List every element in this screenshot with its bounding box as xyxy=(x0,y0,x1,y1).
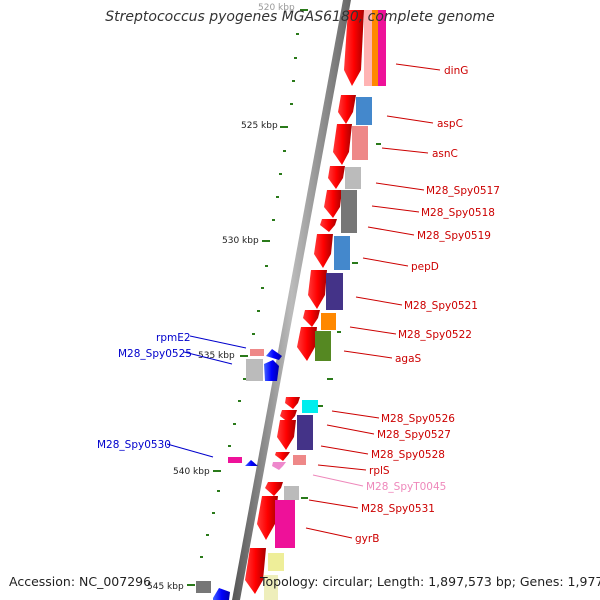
scale-label: 535 kbp xyxy=(198,351,235,361)
gene-M28_Spy0530-arrow[interactable] xyxy=(245,460,258,466)
gene-M28_Spy0518-arrow[interactable] xyxy=(324,190,342,218)
gene-label-M28_Spy0528[interactable]: M28_Spy0528 xyxy=(371,449,445,461)
gene-bottom-left-box[interactable] xyxy=(196,581,211,593)
genome-backbone xyxy=(232,0,351,600)
gene-label-M28_Spy0518[interactable]: M28_Spy0518 xyxy=(421,207,495,219)
gene-label-M28_SpyT0045[interactable]: M28_SpyT0045 xyxy=(366,481,446,493)
scale-label: 545 kbp xyxy=(147,582,184,592)
gene-label-asnC[interactable]: asnC xyxy=(432,148,458,160)
genome-title: Streptococcus pyogenes MGAS6180, complet… xyxy=(105,9,495,25)
scale-label: 520 kbp xyxy=(258,3,295,13)
gene-bottom-left-arrow[interactable] xyxy=(213,588,230,600)
gene-label-aspC[interactable]: aspC xyxy=(437,118,463,130)
gene-M28_Spy0521-arrow[interactable] xyxy=(308,270,327,309)
gene-labels-left: rpmE2 M28_Spy0525 M28_Spy0530 xyxy=(97,332,192,451)
gene-asnC-arrow[interactable] xyxy=(333,124,352,165)
scale-label: 540 kbp xyxy=(173,467,210,477)
outer-dotted-track xyxy=(200,33,299,558)
forward-strand-genes xyxy=(245,10,364,594)
gene-M28_Spy0528-arrow[interactable] xyxy=(277,420,296,450)
gene-rplS-arrow[interactable] xyxy=(275,452,290,461)
gene-pepD-arrow[interactable] xyxy=(314,234,333,268)
reverse-strand-genes xyxy=(196,349,282,600)
inner-tick-track xyxy=(301,143,381,499)
scale-label: 530 kbp xyxy=(222,236,259,246)
gene-label-M28_Spy0522[interactable]: M28_Spy0522 xyxy=(398,329,472,341)
gene-label-rplS[interactable]: rplS xyxy=(369,465,390,477)
gene-rpmE2-arrow[interactable] xyxy=(266,349,282,360)
gene-rpmE2-box[interactable] xyxy=(250,349,264,356)
gene-label-agaS[interactable]: agaS xyxy=(395,353,422,365)
scale-label: 525 kbp xyxy=(241,121,278,131)
scale-ticks xyxy=(187,9,308,586)
gene-label-M28_Spy0527[interactable]: M28_Spy0527 xyxy=(377,429,451,441)
gene-label-pepD[interactable]: pepD xyxy=(411,261,439,273)
label-leader-lines xyxy=(305,63,441,539)
gene-aspC-arrow[interactable] xyxy=(338,95,356,124)
gene-label-M28_Spy0530[interactable]: M28_Spy0530 xyxy=(97,439,171,451)
gene-dinG-arrow[interactable] xyxy=(344,10,364,86)
gene-label-dinG[interactable]: dinG xyxy=(444,65,468,77)
scale-labels: 520 kbp 525 kbp 530 kbp 535 kbp 540 kbp … xyxy=(147,3,295,592)
gene-label-M28_Spy0525[interactable]: M28_Spy0525 xyxy=(118,348,192,360)
gene-M28_Spy0525-box[interactable] xyxy=(246,359,263,381)
gene-category-boxes xyxy=(264,10,386,600)
topology-text: Topology: circular; Length: 1,897,573 bp… xyxy=(260,574,600,589)
gene-M28_Spy0519-arrow[interactable] xyxy=(320,219,337,232)
accession-text: Accession: NC_007296 xyxy=(9,574,152,589)
gene-M28_Spy0522-arrow[interactable] xyxy=(303,310,320,327)
gene-label-M28_Spy0517[interactable]: M28_Spy0517 xyxy=(426,185,500,197)
gene-label-M28_Spy0521[interactable]: M28_Spy0521 xyxy=(404,300,478,312)
gene-M28_Spy0531-arrow[interactable] xyxy=(265,482,283,496)
gene-label-rpmE2[interactable]: rpmE2 xyxy=(156,332,191,344)
gene-labels-right: dinG aspC asnC M28_Spy0517 M28_Spy0518 M… xyxy=(355,65,500,545)
gene-label-M28_Spy0519[interactable]: M28_Spy0519 xyxy=(417,230,491,242)
gene-M28_SpyT0045-arrow[interactable] xyxy=(272,462,286,470)
gene-M28_Spy0525-arrow[interactable] xyxy=(264,360,279,381)
gene-M28_Spy0527-arrow[interactable] xyxy=(280,410,297,423)
gene-bottom-arrow[interactable] xyxy=(245,548,266,594)
label-leader-lines-left xyxy=(166,335,247,458)
gene-M28_Spy0517-arrow[interactable] xyxy=(328,166,345,189)
gene-label-M28_Spy0526[interactable]: M28_Spy0526 xyxy=(381,413,455,425)
gene-gyrB-arrow[interactable] xyxy=(257,496,278,540)
gene-label-gyrB[interactable]: gyrB xyxy=(355,533,379,545)
gene-M28_Spy0526-arrow[interactable] xyxy=(285,397,300,409)
gene-agaS-arrow[interactable] xyxy=(297,327,317,361)
gene-label-M28_Spy0531[interactable]: M28_Spy0531 xyxy=(361,503,435,515)
gene-M28_Spy0530-box[interactable] xyxy=(228,457,242,463)
